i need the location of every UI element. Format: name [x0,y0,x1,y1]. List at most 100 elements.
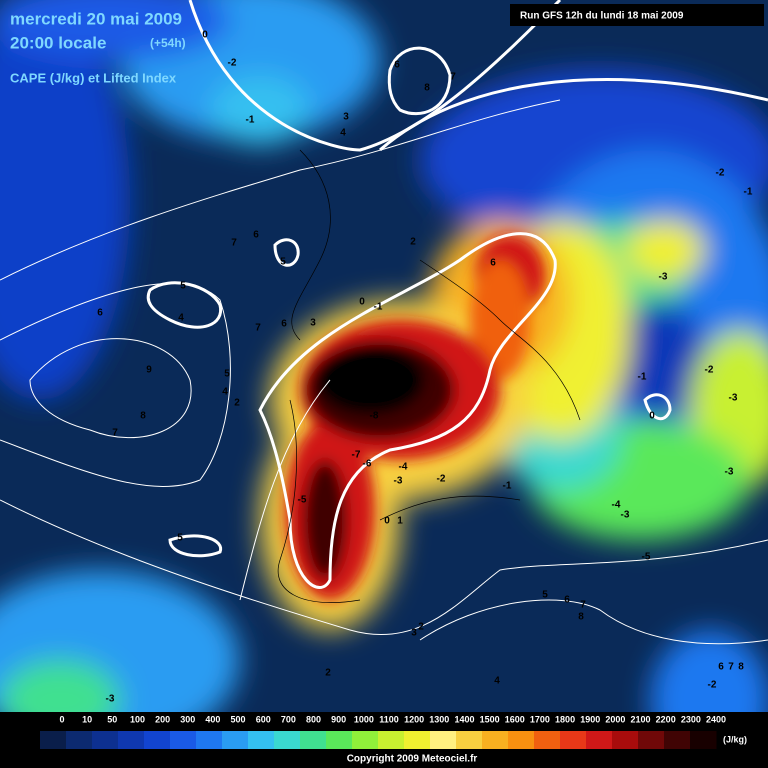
colorbar-label: 1100 [379,714,399,724]
colorbar-label: 10 [82,714,92,724]
contour-label: -1 [246,115,255,126]
colorbar-cell [352,731,379,749]
colorbar-cell [92,731,119,749]
contour-label: 2 [410,237,416,248]
contour-label: 8 [738,662,744,673]
colorbar-cell [118,731,145,749]
contour-label: 5 [224,369,230,380]
contour-label: -3 [621,510,630,521]
colorbar-cell [664,731,691,749]
contour-label: 6 [490,258,496,269]
colorbar-label: 1000 [354,714,374,724]
colorbar-cell [404,731,431,749]
contour-label: 9 [146,365,152,376]
contour-label: 3 [411,628,417,639]
colorbar-cell [534,731,561,749]
contour-label: -1 [744,187,753,198]
colorbar-label: 700 [281,714,296,724]
colorbar-label: 50 [107,714,117,724]
contour-label: 7 [728,662,734,673]
contour-label: 5 [280,257,286,268]
colorbar-cell [560,731,587,749]
contour-label: -2 [708,680,717,691]
contour-label: 4 [340,128,346,139]
colorbar-label: 1800 [555,714,575,724]
contour-label: -3 [106,694,115,705]
colorbar-cell [482,731,509,749]
colorbar-label: 1300 [429,714,449,724]
contour-label: -6 [363,459,372,470]
contour-label: 8 [424,83,430,94]
borders [277,149,581,603]
colorbar-cell [690,731,717,749]
contour-label: 5 [180,281,186,292]
contour-label: 7 [112,428,118,439]
colorbar-cell [378,731,405,749]
contour-label: 8 [140,411,146,422]
copyright: Copyright 2009 Meteociel.fr [347,754,478,765]
date: mercredi 20 mai 2009 [10,9,182,28]
colorbar-label: 100 [130,714,145,724]
contour-label: 1 [397,516,403,527]
run-box [510,4,764,26]
contour-label: -5 [642,552,651,563]
contour-label: 2 [234,398,240,409]
contour-label: 8 [578,612,584,623]
contour-label: 6 [394,60,400,71]
colorbar-label: 1600 [505,714,525,724]
contour-label: 7 [580,600,586,611]
contour-label: 0 [384,516,390,527]
lead-time: (+54h) [150,36,186,50]
contour-label: 5 [177,533,183,544]
colorbar-unit: (J/kg) [723,734,747,744]
colorbar-cell [222,731,249,749]
colorbar-label: 2200 [656,714,676,724]
contour-label: 3 [343,112,349,123]
colorbar-label: 2100 [631,714,651,724]
contour-label: 3 [310,318,316,329]
colorbar-cell [274,731,301,749]
contour-label: 6 [564,595,570,606]
contour-label: 0 [202,30,208,41]
colorbar-label: 800 [306,714,321,724]
run-info: Run GFS 12h du lundi 18 mai 2009 [520,11,684,22]
colorbar-label: 2300 [681,714,701,724]
colorbar-label: 500 [231,714,246,724]
contour-label: 6 [253,230,259,241]
colorbar-cell [326,731,353,749]
contour-label: 6 [718,662,724,673]
time: 20:00 locale [10,33,106,52]
colorbar-cell [196,731,223,749]
contour-label: -5 [298,495,307,506]
contour-label: -2 [705,365,714,376]
colorbar-cell [170,731,197,749]
subtitle: CAPE (J/kg) et Lifted Index [10,70,177,85]
colorbar-label: 1400 [454,714,474,724]
contour-label: -3 [659,272,668,283]
colorbar-label: 200 [155,714,170,724]
contour-label: 0 [649,411,655,422]
contour-label: -1 [374,302,383,313]
contour-label: -4 [612,500,621,511]
colorbar-label: 1200 [404,714,424,724]
contour-label: 4 [178,313,184,324]
colorbar-cell [456,731,483,749]
colorbar-cell [430,731,457,749]
contour-label: -8 [370,411,379,422]
contour-label: -3 [729,393,738,404]
colorbar-label: 600 [256,714,271,724]
isolines [0,0,768,645]
colorbar-cell [248,731,275,749]
colorbar-label: 2000 [605,714,625,724]
colorbar-cell [144,731,171,749]
contour-label: -1 [638,372,647,383]
colorbar-cell [508,731,535,749]
colorbar-cell [40,731,67,749]
colorbar-label: 1500 [480,714,500,724]
contour-label: 2 [325,668,331,679]
colorbar-label: 1900 [580,714,600,724]
contour-label: -2 [437,474,446,485]
colorbar-label: 300 [180,714,195,724]
